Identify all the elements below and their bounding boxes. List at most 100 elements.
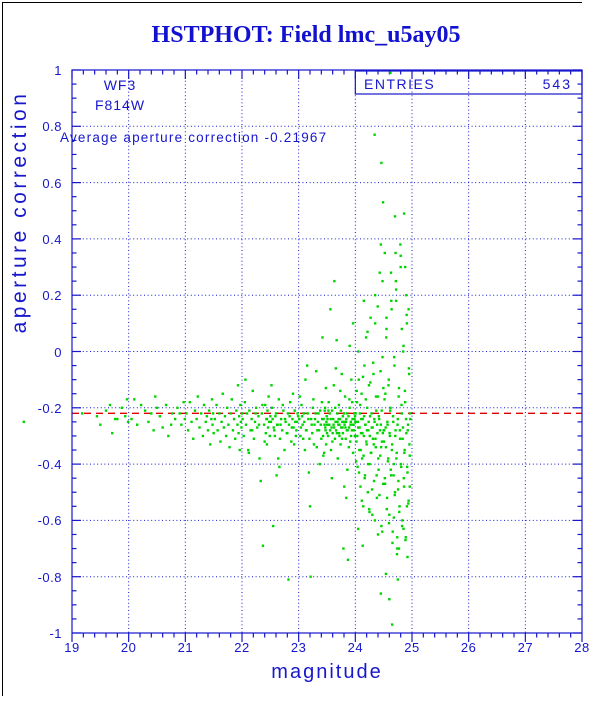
data-point — [379, 370, 382, 373]
data-point — [268, 434, 271, 438]
data-point — [354, 460, 358, 463]
data-point — [364, 336, 368, 339]
data-point — [356, 420, 360, 424]
data-point — [371, 361, 375, 364]
data-point — [343, 485, 346, 488]
data-point — [108, 403, 112, 407]
data-point — [307, 471, 311, 474]
data-point — [223, 415, 227, 418]
data-point — [296, 415, 300, 418]
data-point — [176, 406, 179, 409]
entries-stat-label: ENTRIES — [364, 76, 436, 92]
data-point — [407, 367, 411, 370]
data-point — [277, 398, 281, 401]
data-point — [242, 434, 245, 438]
data-point — [399, 265, 402, 269]
data-point — [386, 423, 389, 426]
data-point — [394, 434, 397, 438]
data-point — [384, 426, 387, 429]
data-point — [383, 429, 386, 432]
data-point — [318, 462, 321, 466]
data-point — [308, 505, 312, 508]
data-point — [338, 423, 341, 426]
data-point — [295, 420, 299, 424]
data-point — [298, 417, 301, 421]
data-point — [257, 415, 260, 418]
detector-label: WF3 — [103, 77, 137, 93]
data-point — [315, 446, 318, 449]
data-point — [387, 378, 390, 381]
data-point — [222, 426, 226, 429]
data-point — [394, 251, 397, 255]
data-point — [380, 440, 384, 443]
data-point — [359, 448, 362, 452]
data-point — [325, 420, 328, 424]
data-point — [393, 215, 397, 218]
data-point — [360, 417, 363, 421]
data-point — [392, 474, 395, 477]
data-point — [390, 443, 394, 446]
data-point — [362, 454, 365, 457]
data-point — [378, 271, 381, 274]
data-point — [377, 468, 380, 471]
data-point — [362, 299, 366, 303]
data-point — [269, 415, 272, 418]
data-point — [212, 431, 215, 435]
data-point — [239, 403, 242, 407]
data-point — [236, 423, 239, 426]
data-point — [262, 423, 266, 426]
data-point — [347, 446, 351, 449]
data-point — [344, 426, 347, 429]
data-point — [381, 279, 384, 283]
data-point — [383, 251, 386, 255]
data-point — [228, 446, 231, 449]
data-point — [198, 426, 201, 429]
data-point — [365, 440, 368, 443]
data-point — [186, 429, 190, 432]
data-point — [334, 429, 338, 432]
data-point — [351, 417, 354, 421]
data-point — [407, 308, 410, 311]
data-point — [367, 420, 370, 424]
data-point — [361, 375, 365, 379]
data-point — [270, 384, 273, 387]
data-point — [381, 201, 385, 204]
data-point — [327, 409, 330, 412]
data-point — [404, 538, 407, 542]
data-point — [354, 420, 358, 424]
data-point — [173, 417, 177, 421]
data-point — [124, 415, 127, 418]
data-point — [196, 395, 199, 398]
data-point — [365, 429, 369, 432]
data-point — [358, 403, 362, 407]
data-point — [376, 431, 379, 435]
data-point — [403, 448, 406, 452]
data-point — [349, 420, 352, 424]
data-point — [365, 443, 368, 446]
data-point — [404, 417, 408, 421]
data-point — [384, 392, 387, 395]
data-point — [398, 429, 402, 432]
data-point — [303, 448, 307, 452]
data-point — [396, 417, 400, 421]
y-tick-label: 1 — [54, 63, 62, 78]
data-point — [367, 384, 371, 387]
y-tick-label: 0 — [54, 344, 62, 360]
data-point — [397, 395, 400, 398]
data-point — [341, 431, 345, 435]
data-point — [344, 437, 347, 440]
data-point — [259, 479, 262, 483]
data-point — [330, 409, 334, 412]
y-tick-label: -0.4 — [37, 457, 62, 473]
data-point — [183, 417, 186, 421]
data-point — [307, 417, 310, 421]
data-point — [400, 465, 403, 469]
data-point — [345, 496, 348, 500]
data-point — [244, 423, 248, 426]
data-point — [252, 437, 256, 440]
data-point — [305, 429, 308, 432]
data-point — [384, 572, 388, 576]
data-point — [221, 392, 224, 395]
data-point — [375, 423, 379, 426]
